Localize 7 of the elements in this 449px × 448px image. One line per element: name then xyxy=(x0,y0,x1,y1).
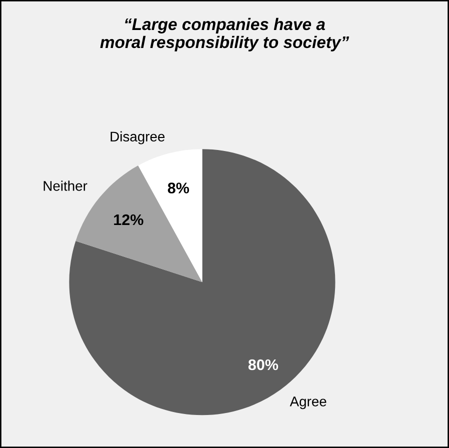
slice-label: Neither xyxy=(44,180,88,191)
data-label: 80% xyxy=(248,359,278,370)
slice-label: Disagree xyxy=(110,131,165,144)
slice-label: Agree xyxy=(290,396,326,410)
chart-title: “Large companies have a moral responsibility to society” xyxy=(100,18,350,52)
data-label: 12% xyxy=(114,214,144,226)
data-label: 8% xyxy=(168,182,190,194)
